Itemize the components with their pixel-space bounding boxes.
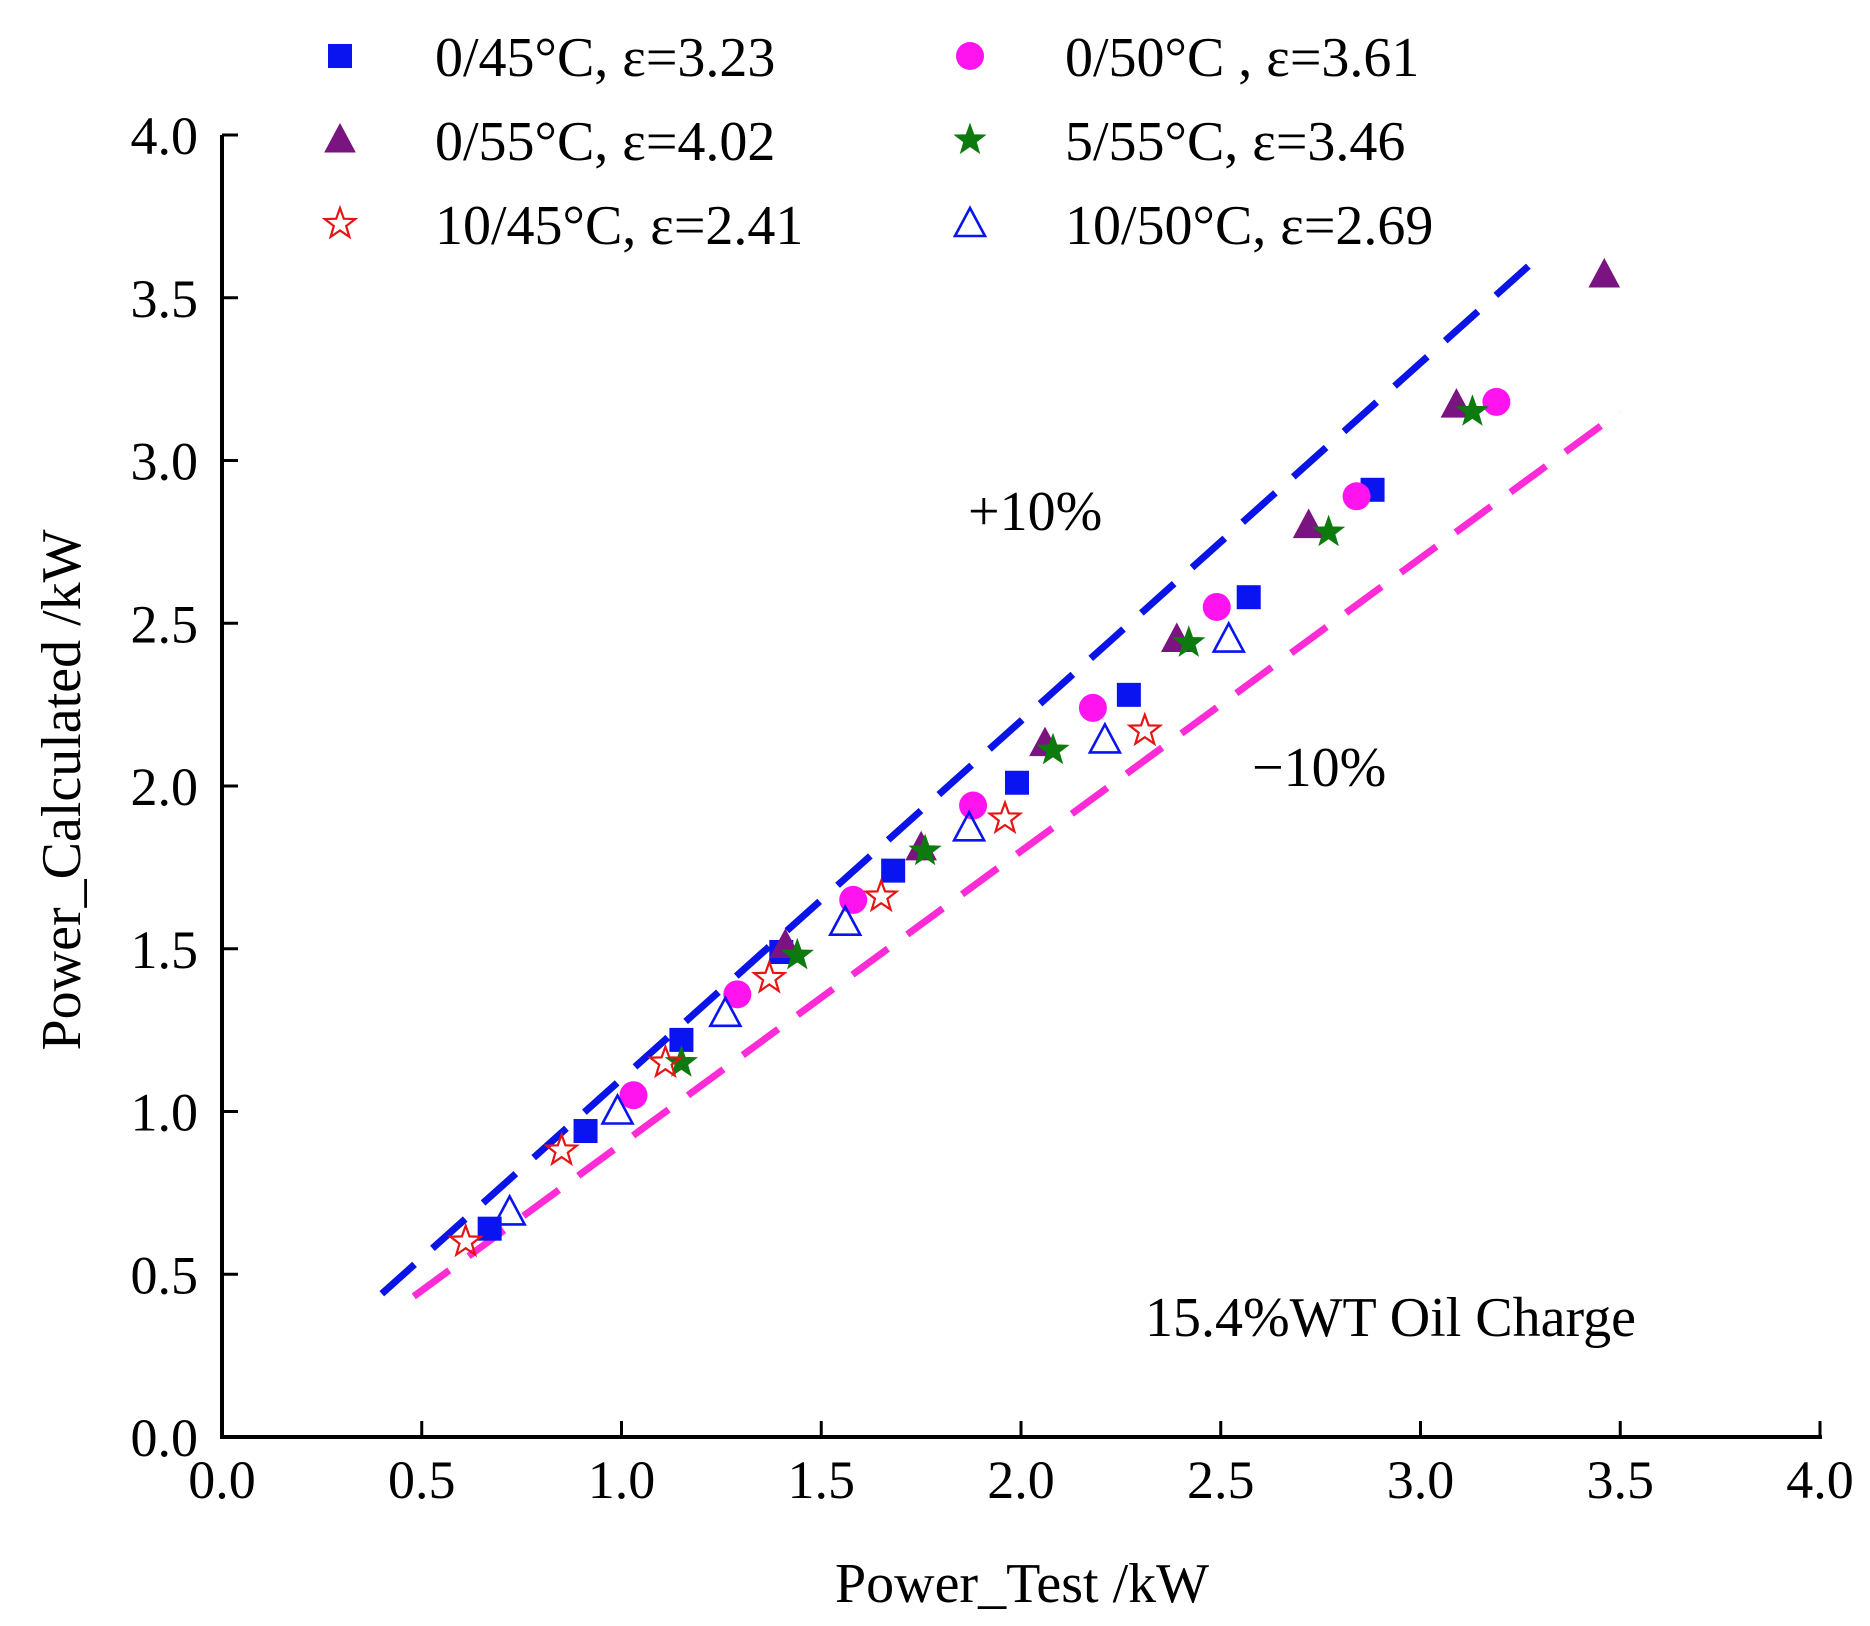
y-tick-label: 3.5 (131, 269, 199, 329)
legend-label: 5/55°C, ε=3.46 (1065, 111, 1405, 173)
y-tick-label: 0.0 (131, 1408, 199, 1468)
x-tick-label: 0.5 (388, 1450, 456, 1510)
legend-label: 0/50°C , ε=3.61 (1065, 27, 1419, 89)
marker-star-open-4-3 (750, 958, 788, 994)
legend-label: 0/55°C, ε=4.02 (435, 111, 775, 173)
reference-line-minus-10 (411, 408, 1623, 1300)
marker-square-0-6 (1116, 682, 1141, 707)
x-tick-label: 3.0 (1387, 1450, 1455, 1510)
x-axis-label: Power_Test /kW (835, 1553, 1209, 1615)
marker-star-open-4-4 (862, 877, 900, 913)
y-tick-label: 1.5 (131, 920, 199, 980)
y-tick-label: 4.0 (131, 106, 199, 166)
y-tick-label: 0.5 (131, 1245, 199, 1305)
marker-square-0-5 (1005, 770, 1030, 795)
reference-line-plus-10 (379, 263, 1531, 1297)
marker-star-open-4-6 (1126, 711, 1164, 747)
oil-charge-annotation: 15.4%WT Oil Charge (1145, 1287, 1636, 1349)
x-tick-label: 0.0 (188, 1450, 256, 1510)
legend-marker-4 (321, 204, 359, 240)
minus-10-percent-label: −10% (1252, 737, 1386, 799)
marker-star-open-4-2 (647, 1043, 684, 1079)
marker-square-0-7 (1236, 585, 1261, 610)
marker-triangle-open-5-5 (1087, 721, 1123, 754)
legend-label: 10/45°C, ε=2.41 (435, 195, 803, 257)
y-tick-label: 2.0 (131, 757, 199, 817)
marker-star-3-1 (780, 937, 814, 970)
marker-circle-1-4 (1078, 693, 1107, 722)
marker-circle-1-0 (619, 1081, 648, 1110)
legend-marker-0 (328, 44, 352, 68)
y-axis-label: Power_Calculated /kW (31, 529, 93, 1050)
x-tick-label: 4.0 (1786, 1450, 1854, 1510)
marker-circle-1-7 (1482, 387, 1511, 416)
data-markers (447, 257, 1621, 1258)
legend-marker-5 (952, 205, 988, 238)
marker-triangle-open-5-2 (708, 995, 743, 1028)
x-tick-label: 2.0 (987, 1450, 1055, 1510)
marker-triangle-open-5-3 (828, 903, 863, 937)
legend-marker-1 (956, 42, 984, 70)
reference-lines (379, 263, 1623, 1300)
marker-circle-1-5 (1202, 592, 1231, 621)
legend-marker-3 (953, 122, 987, 155)
marker-circle-1-1 (723, 980, 752, 1009)
marker-star-3-2 (908, 833, 942, 866)
legend: 0/45°C, ε=3.23 0/50°C , ε=3.61 0/55°C, ε=4… (321, 27, 1433, 257)
x-tick-label: 2.5 (1187, 1450, 1255, 1510)
y-tick-label: 3.0 (131, 432, 199, 492)
marker-triangle-2-6 (1588, 257, 1621, 288)
x-tick-label: 1.5 (788, 1450, 856, 1510)
legend-label: 10/50°C, ε=2.69 (1065, 195, 1433, 257)
marker-star-open-4-1 (543, 1131, 580, 1167)
tick-labels: 0.0 0.5 1.0 1.5 2.0 2.5 3.0 3.5 4.0 0.0 0.5 1.0 1.5 2… (131, 106, 1854, 1510)
marker-star-open-4-5 (986, 799, 1024, 835)
marker-triangle-open-5-0 (492, 1193, 527, 1226)
marker-star-3-6 (1455, 394, 1490, 426)
y-tick-label: 1.0 (131, 1083, 199, 1143)
marker-square-0-1 (573, 1119, 598, 1144)
marker-star-open-4-0 (447, 1222, 485, 1258)
axis-ticks (220, 133, 1822, 1439)
marker-square-0-4 (881, 858, 906, 883)
marker-circle-1-3 (959, 791, 988, 820)
y-tick-label: 2.5 (131, 594, 199, 654)
legend-label: 0/45°C, ε=3.23 (435, 27, 775, 89)
marker-circle-1-6 (1342, 482, 1371, 511)
marker-star-3-4 (1172, 625, 1206, 657)
marker-star-3-3 (1036, 732, 1070, 765)
marker-triangle-open-5-1 (600, 1092, 635, 1125)
x-tick-label: 3.5 (1587, 1450, 1655, 1510)
legend-marker-2 (324, 122, 356, 153)
x-tick-label: 1.0 (588, 1450, 656, 1510)
marker-triangle-open-5-4 (951, 809, 987, 842)
marker-star-3-5 (1311, 514, 1346, 547)
plus-10-percent-label: +10% (968, 481, 1102, 543)
marker-triangle-2-4 (1292, 508, 1325, 539)
marker-triangle-open-5-6 (1211, 620, 1246, 653)
